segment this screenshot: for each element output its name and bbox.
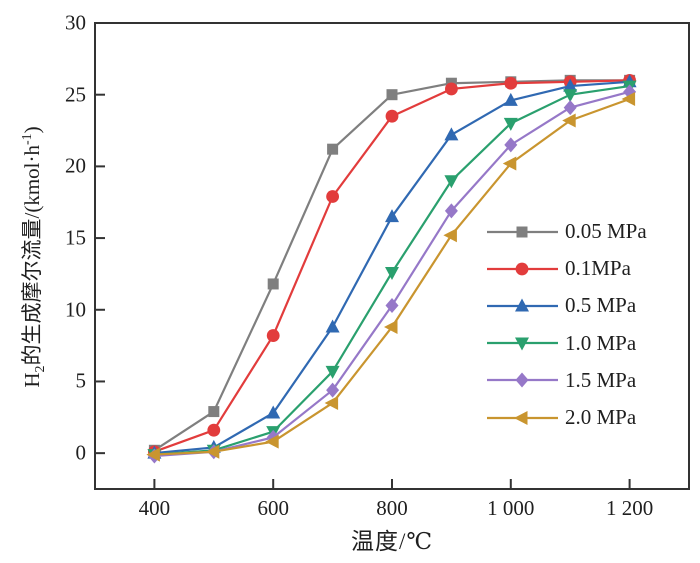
y-axis-label-close: ) — [20, 126, 44, 134]
legend-key — [487, 410, 558, 425]
y-tick-label: 10 — [65, 297, 86, 322]
x-tick-label: 400 — [138, 496, 171, 520]
legend-label: 2.0 MPa — [565, 405, 637, 430]
triangle-up-marker-icon — [444, 127, 459, 141]
legend-item-0.05-mpa: 0.05 MPa — [487, 213, 647, 250]
triangle-left-marker-icon — [324, 395, 339, 410]
legend-item-0.1mpa: 0.1MPa — [487, 250, 647, 287]
circle-marker-icon — [504, 76, 518, 90]
square-marker-icon — [208, 406, 220, 418]
circle-marker-icon — [445, 82, 458, 96]
triangle-left-marker-icon — [502, 156, 517, 171]
legend-key — [487, 337, 558, 351]
diamond-marker-icon — [563, 100, 577, 116]
axes-frame — [94, 22, 690, 490]
diamond-marker-icon — [326, 382, 340, 398]
legend-label: 0.1MPa — [565, 256, 631, 281]
circle-marker-icon — [207, 423, 221, 437]
x-tick-label: 1 000 — [487, 496, 535, 520]
x-tick-label: 800 — [376, 496, 408, 520]
x-tick-label: 600 — [257, 496, 289, 520]
diamond-marker-icon — [444, 203, 458, 219]
triangle-left-marker-icon — [443, 228, 457, 243]
circle-marker-icon — [266, 329, 280, 342]
y-tick-label: 30 — [65, 10, 86, 35]
y-tick-label: 25 — [65, 82, 86, 107]
square-marker-icon — [327, 143, 339, 155]
legend-item-1.5-mpa: 1.5 MPa — [487, 362, 647, 399]
legend-item-0.5-mpa: 0.5 MPa — [487, 287, 647, 324]
x-axis-label: 温度/℃ — [350, 529, 434, 554]
series-2.0-mpa — [146, 91, 636, 462]
legend-label: 0.05 MPa — [565, 219, 647, 244]
triangle-down-marker-icon — [503, 117, 518, 131]
square-marker-icon — [267, 278, 279, 290]
triangle-down-marker-icon — [444, 175, 459, 189]
triangle-up-marker-icon — [325, 319, 340, 333]
triangle-left-marker-icon — [265, 434, 279, 449]
x-tick-label: 1 200 — [605, 496, 654, 520]
triangle-left-marker-icon — [384, 319, 398, 334]
series-0.5-mpa — [147, 74, 637, 459]
triangle-up-marker-icon — [563, 78, 578, 92]
triangle-down-marker-icon — [515, 337, 529, 351]
y-tick-label: 15 — [65, 225, 86, 250]
triangle-left-marker-icon — [514, 410, 528, 425]
legend-item-1.0-mpa: 1.0 MPa — [487, 325, 647, 362]
square-marker-icon — [386, 89, 398, 101]
triangle-up-marker-icon — [266, 405, 281, 419]
square-marker-icon — [516, 226, 528, 238]
y-tick-label: 20 — [65, 153, 86, 178]
diamond-marker-icon — [385, 297, 399, 313]
triangle-left-marker-icon — [621, 91, 636, 106]
diamond-marker-icon — [504, 137, 518, 153]
triangle-down-marker-icon — [385, 266, 399, 280]
legend-label: 1.0 MPa — [565, 330, 637, 355]
circle-marker-icon — [385, 109, 399, 123]
legend-key — [487, 226, 558, 238]
triangle-down-marker-icon — [325, 365, 340, 379]
legend-label: 0.5 MPa — [565, 293, 637, 318]
y-tick-label: 5 — [75, 368, 87, 393]
diamond-marker-icon — [515, 372, 529, 388]
legend-key — [487, 262, 558, 276]
triangle-down-marker-icon — [563, 89, 578, 103]
y-tick-label: 0 — [75, 440, 87, 465]
circle-marker-icon — [326, 190, 339, 203]
legend-item-2.0-mpa: 2.0 MPa — [487, 399, 647, 436]
triangle-up-marker-icon — [385, 209, 399, 223]
y-axis-label-superscript: -1 — [20, 133, 35, 145]
legend-key — [487, 298, 558, 312]
triangle-up-marker-icon — [515, 298, 529, 312]
circle-marker-icon — [515, 262, 529, 276]
legend-label: 1.5 MPa — [565, 367, 637, 392]
triangle-left-marker-icon — [205, 444, 220, 459]
triangle-left-marker-icon — [562, 113, 576, 128]
triangle-left-marker-icon — [146, 447, 160, 462]
legend: 0.05 MPa 0.1MPa 0.5 MPa 1.0 MPa 1.5 MPa 2.0 M… — [487, 213, 647, 436]
triangle-up-marker-icon — [503, 92, 518, 106]
legend-key — [487, 372, 558, 388]
